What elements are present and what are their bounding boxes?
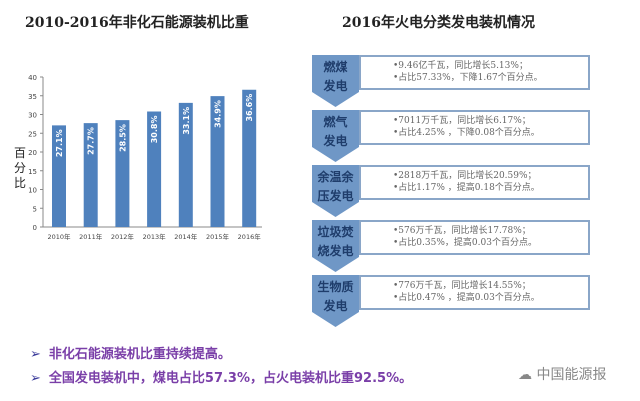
x-tick-label: 2010年: [47, 232, 71, 241]
category-label-block: 燃气发电: [312, 110, 359, 162]
category-details: •576万千瓦，同比增长17.78%； •占比0.35%，提高0.03个百分点。: [359, 220, 590, 255]
watermark: ☁ 中国能源报: [518, 367, 607, 383]
bar: [147, 111, 162, 227]
category-row: 燃气发电 •7011万千瓦，同比增长6.17%； •占比4.25% ，下降0.08…: [312, 110, 592, 162]
y-tick-label: 25: [28, 130, 37, 138]
y-tick-label: 20: [28, 149, 37, 157]
x-tick-label: 2012年: [111, 232, 135, 241]
category-label-block: 余温余压发电: [312, 165, 359, 217]
data-label: 30.8%: [150, 116, 159, 144]
y-tick-label: 10: [28, 187, 37, 195]
category-label: 燃煤发电: [323, 60, 348, 93]
right-title: 2016年火电分类发电装机情况: [342, 15, 535, 31]
data-label: 27.7%: [87, 127, 96, 155]
category-row: 垃圾焚烧发电 •576万千瓦，同比增长17.78%； •占比0.35%，提高0.0…: [312, 220, 592, 272]
x-tick-label: 2013年: [143, 232, 167, 241]
bar: [178, 102, 193, 227]
data-label: 33.1%: [182, 107, 191, 135]
category-details: •7011万千瓦，同比增长6.17%； •占比4.25% ，下降0.08个百分点。: [359, 110, 590, 145]
category-label: 生物质发电: [317, 280, 354, 313]
category-label: 垃圾焚烧发电: [317, 225, 354, 258]
y-tick-label: 40: [28, 74, 37, 82]
bar: [115, 120, 130, 227]
bullet-2: ➢ 全国发电装机中，煤电占比57.3%，占火电装机比重92.5%。: [30, 371, 413, 386]
y-tick-label: 0: [33, 224, 37, 232]
category-details: •9.46亿千瓦，同比增长5.13%； •占比57.33%，下降1.67个百分点。: [359, 55, 590, 90]
category-label: 燃气发电: [323, 115, 348, 148]
bar: [210, 96, 225, 227]
bullet-1: ➢ 非化石能源装机比重持续提高。: [30, 347, 231, 362]
category-details: •2818万千瓦，同比增长20.59%； •占比1.17% ，提高0.18个百分点…: [359, 165, 590, 200]
category-label-block: 燃煤发电: [312, 55, 359, 107]
category-row: 余温余压发电 •2818万千瓦，同比增长20.59%； •占比1.17% ，提高0…: [312, 165, 592, 217]
data-label: 28.5%: [118, 124, 127, 152]
x-tick-label: 2014年: [174, 232, 198, 241]
category-label-block: 垃圾焚烧发电: [312, 220, 359, 272]
bar: [83, 123, 98, 227]
x-tick-label: 2016年: [238, 232, 262, 241]
bar: [52, 125, 66, 227]
arrow-bullet-icon: ➢: [30, 347, 41, 362]
data-label: 27.1%: [55, 129, 64, 157]
arrow-bullet-icon: ➢: [30, 371, 41, 386]
y-tick-label: 5: [33, 205, 37, 213]
category-label: 余温余压发电: [317, 170, 354, 203]
x-tick-label: 2015年: [206, 232, 230, 241]
wechat-icon: ☁: [518, 367, 537, 383]
y-tick-label: 35: [28, 93, 37, 101]
data-label: 36.6%: [245, 94, 254, 122]
category-details: •776万千瓦，同比增长14.55%； •占比0.47% ，提高0.03个百分点。: [359, 275, 590, 310]
bar-chart: 0 5 10 15 20 25 30 35 40 27.1% 2010年 27.7% 2011年 28.5…: [28, 74, 262, 241]
y-tick-label: 30: [28, 112, 37, 120]
y-axis-label: 百分比: [14, 146, 27, 190]
x-tick-label: 2011年: [79, 232, 103, 241]
bar: [242, 89, 257, 227]
y-tick-label: 15: [28, 168, 37, 176]
left-title: 2010-2016年非化石能源装机比重: [25, 15, 249, 31]
data-label: 34.9%: [214, 100, 223, 128]
category-row: 燃煤发电 •9.46亿千瓦，同比增长5.13%； •占比57.33%，下降1.67…: [312, 55, 592, 107]
category-label-block: 生物质发电: [312, 275, 359, 327]
category-row: 生物质发电 •776万千瓦，同比增长14.55%； •占比0.47% ，提高0.0…: [312, 275, 592, 327]
